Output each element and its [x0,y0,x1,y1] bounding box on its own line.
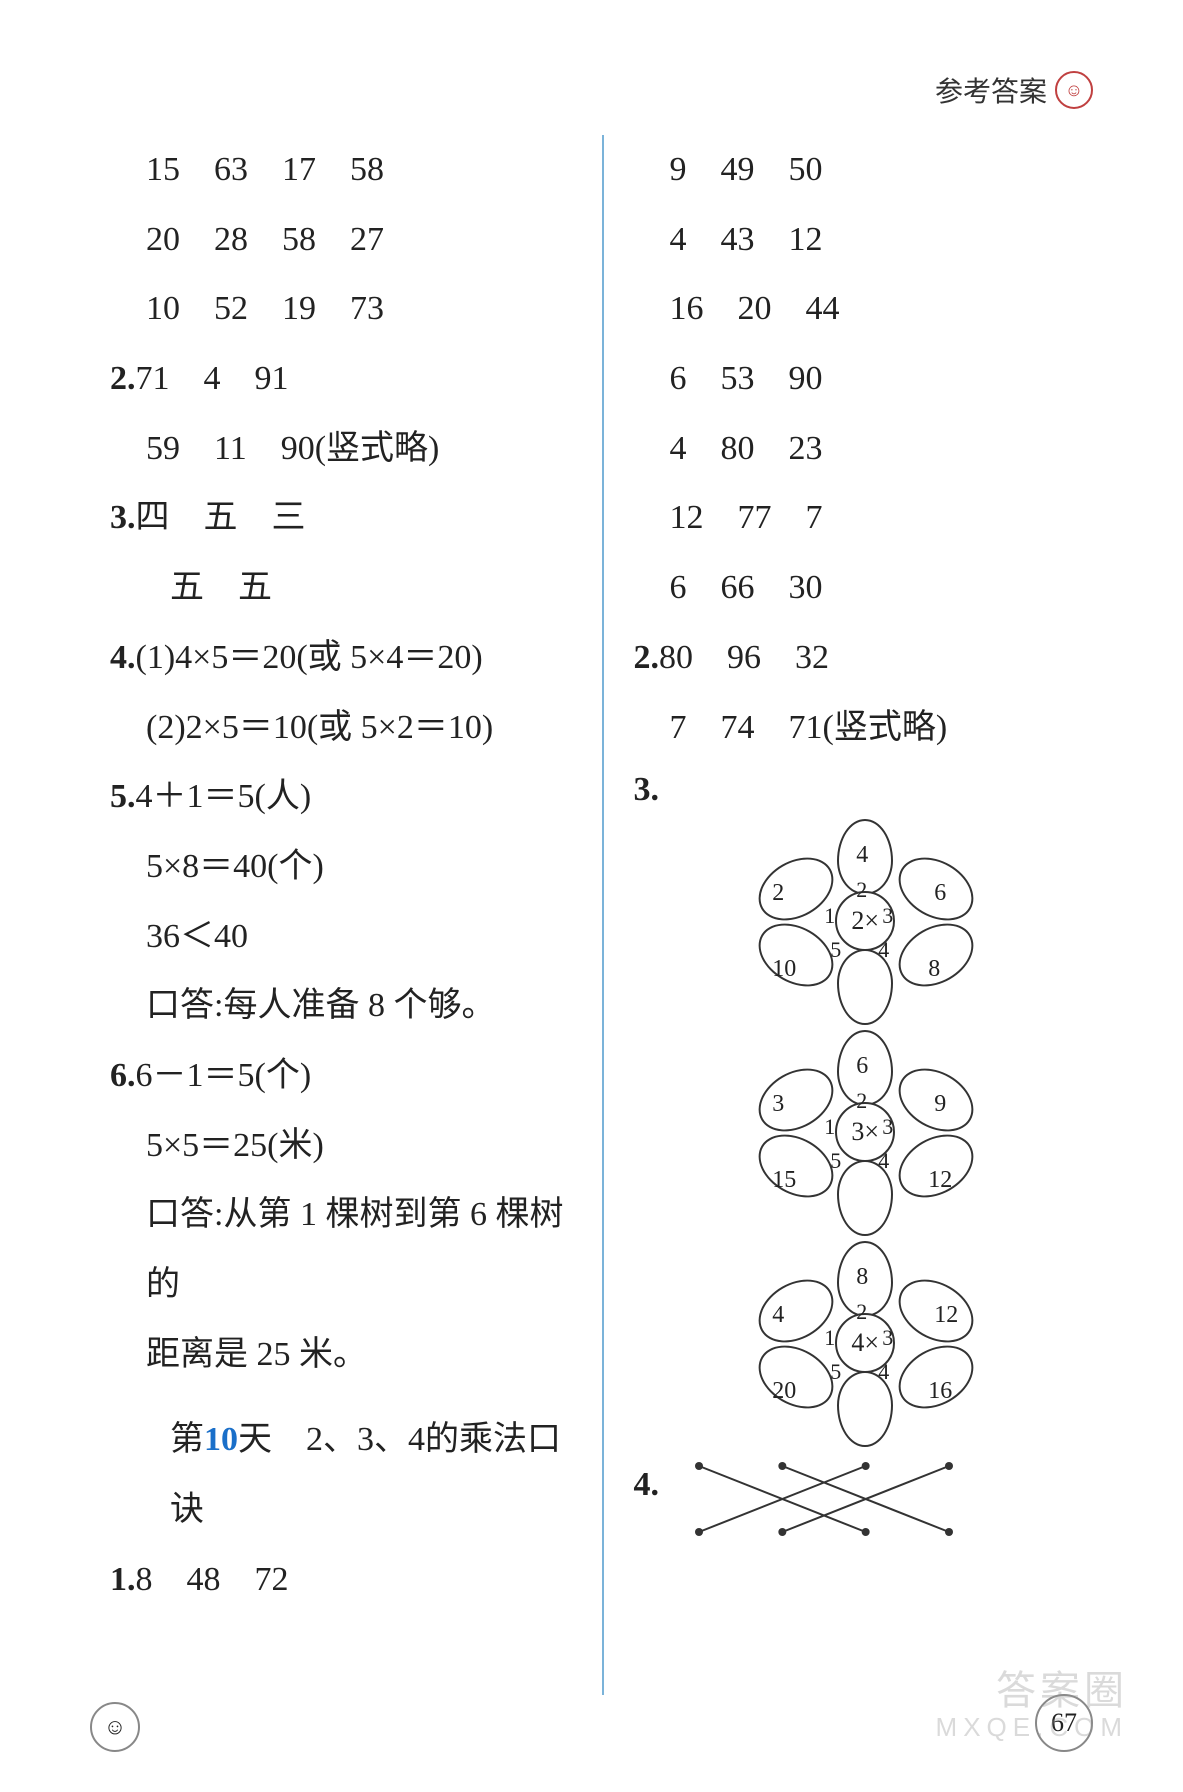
rq2-line: 2.80 96 32 [634,623,1094,693]
right-column: 9 49 50 4 43 12 16 20 44 6 53 90 4 80 23… [602,135,1094,1695]
q-number: 3. [634,771,660,808]
left-row: 20 28 58 27 [110,205,572,275]
matching-diagram [679,1454,969,1544]
page: 参考答案 ☺ 15 63 17 58 20 28 58 27 10 52 19 … [0,0,1183,1792]
flower-diagram: 3×213546391512 [748,1028,978,1223]
q6c: 口答:从第 1 棵树到第 6 棵树的 [110,1180,572,1319]
right-row: 4 80 23 [634,414,1094,484]
q4-line: 4.(1)4×5＝20(或 5×4＝20) [110,623,572,693]
right-row: 6 66 30 [634,553,1094,623]
q5a: 4＋1＝5(人) [136,778,312,815]
face-icon: ☺ [1055,71,1093,109]
right-row: 9 49 50 [634,135,1094,205]
q3b: 五 五 [110,553,572,623]
q-number: 2. [634,639,660,676]
q-number: 4. [110,639,136,676]
header-text: 参考答案 [935,70,1047,110]
watermark-bottom: MXQE.COM [936,1713,1128,1742]
columns: 15 63 17 58 20 28 58 27 10 52 19 73 2.71… [110,135,1093,1695]
q6-line: 6.6－1＝5(个) [110,1041,572,1111]
section-day: 10 [204,1421,238,1458]
right-row: 6 53 90 [634,344,1094,414]
left-row: 10 52 19 73 [110,274,572,344]
rq2b: 7 74 71(竖式略) [634,693,1094,763]
q4b: (2)2×5＝10(或 5×2＝10) [110,693,572,763]
q-number: 6. [110,1057,136,1094]
q4a: (1)4×5＝20(或 5×4＝20) [136,639,483,676]
rq3-line: 3. [634,770,1094,811]
left-column: 15 63 17 58 20 28 58 27 10 52 19 73 2.71… [110,135,602,1695]
q-number: 1. [110,1561,136,1598]
q1a: 8 48 72 [136,1561,289,1598]
q2a: 71 4 91 [136,360,289,397]
q-number: 3. [110,499,136,536]
flower-diagram: 4×2135484122016 [748,1239,978,1434]
section-title: 第10天 2、3、4的乘法口诀 [110,1405,572,1544]
q5b: 5×8＝40(个) [110,832,572,902]
right-row: 16 20 44 [634,274,1094,344]
q6d: 距离是 25 米。 [110,1320,572,1390]
right-row: 12 77 7 [634,483,1094,553]
header: 参考答案 ☺ [935,70,1093,110]
q3a: 四 五 三 [136,499,306,536]
left-row: 15 63 17 58 [110,135,572,205]
q1-line: 1.8 48 72 [110,1545,572,1615]
q5c: 36＜40 [110,902,572,972]
q2-line: 2.71 4 91 [110,344,572,414]
watermark: 答案圈 MXQE.COM [936,1669,1128,1742]
flowers-container: 2×213544261083×2135463915124×21354841220… [634,817,1094,1434]
q-number: 5. [110,778,136,815]
rq2a: 80 96 32 [659,639,829,676]
q5d: 口答:每人准备 8 个够。 [110,971,572,1041]
footer-left-icon: ☺ [90,1702,140,1752]
right-row: 4 43 12 [634,205,1094,275]
flower-diagram: 2×21354426108 [748,817,978,1012]
q-number: 4. [634,1450,660,1520]
watermark-top: 答案圈 [996,1669,1128,1713]
q2b: 59 11 90(竖式略) [110,414,572,484]
q5-line: 5.4＋1＝5(人) [110,762,572,832]
q6a: 6－1＝5(个) [136,1057,312,1094]
rq4-line: 4. [634,1450,1094,1544]
section-prefix: 第 [170,1421,204,1458]
q6b: 5×5＝25(米) [110,1111,572,1181]
q3-line: 3.四 五 三 [110,483,572,553]
q-number: 2. [110,360,136,397]
